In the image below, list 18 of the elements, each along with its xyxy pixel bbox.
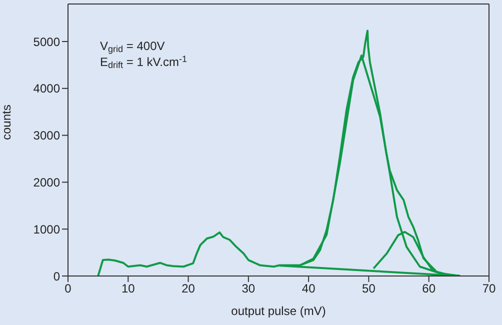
y-tick-label: 3000: [33, 128, 60, 143]
annotation: E$_{drift}$ = 1 kV.cm$^{-1}$: [100, 54, 187, 70]
x-axis-title: output pulse (mV): [231, 304, 326, 318]
y-tick-label: 1000: [33, 222, 60, 236]
x-tick-label: 50: [362, 282, 376, 296]
y-tick-label: 4000: [33, 82, 60, 96]
annotation: V$_{grid}$ = 400V: [100, 39, 165, 54]
x-tick-label: 10: [121, 282, 136, 296]
y-tick-label: 0: [53, 269, 60, 284]
x-tick-label: 20: [182, 282, 196, 296]
x-tick-label: 30: [242, 282, 256, 296]
x-tick-label: 60: [422, 282, 436, 296]
y-tick-label: 2000: [33, 175, 60, 190]
y-tick-label: 5000: [33, 34, 60, 49]
x-tick-label: 0: [64, 282, 72, 296]
x-tick-label: 70: [482, 282, 496, 296]
x-tick-label: 40: [302, 282, 316, 296]
y-axis-title: counts: [0, 104, 14, 140]
